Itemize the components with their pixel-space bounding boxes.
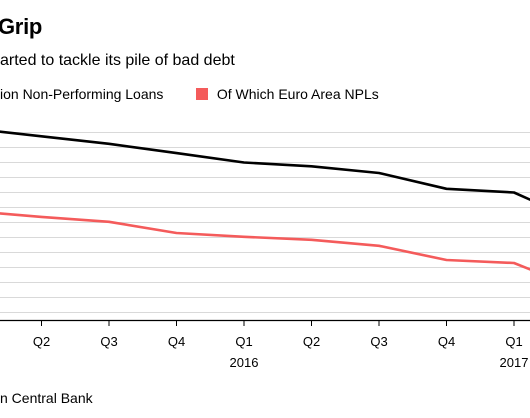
chart-subtitle: arted to tackle its pile of bad debt xyxy=(0,52,235,69)
x-tick-label-2: Q4 xyxy=(168,334,185,349)
source-note: n Central Bank xyxy=(0,390,93,406)
x-tick-label-5: Q3 xyxy=(370,334,387,349)
x-tick-label-0: Q2 xyxy=(33,334,50,349)
x-tick-year-3: 2016 xyxy=(230,355,259,370)
legend-label-euro-npl: Of Which Euro Area NPLs xyxy=(216,86,379,102)
x-tick-label-7: Q1 xyxy=(505,334,522,349)
x-tick-label-1: Q3 xyxy=(100,334,117,349)
x-tick-label-3: Q1 xyxy=(235,334,252,349)
legend-item-npl: ion Non-Performing Loans xyxy=(0,86,163,102)
series-line-1 xyxy=(0,212,530,271)
x-tick-label-4: Q2 xyxy=(303,334,320,349)
series-line-0 xyxy=(0,130,530,202)
legend-label-npl: ion Non-Performing Loans xyxy=(0,86,164,102)
legend-item-euro-npl: Of Which Euro Area NPLs xyxy=(196,86,379,102)
legend-swatch-euro-npl xyxy=(196,88,208,100)
x-tick-year-7: 2017 xyxy=(500,355,529,370)
chart-title: Grip xyxy=(0,14,43,39)
x-tick-label-6: Q4 xyxy=(438,334,455,349)
